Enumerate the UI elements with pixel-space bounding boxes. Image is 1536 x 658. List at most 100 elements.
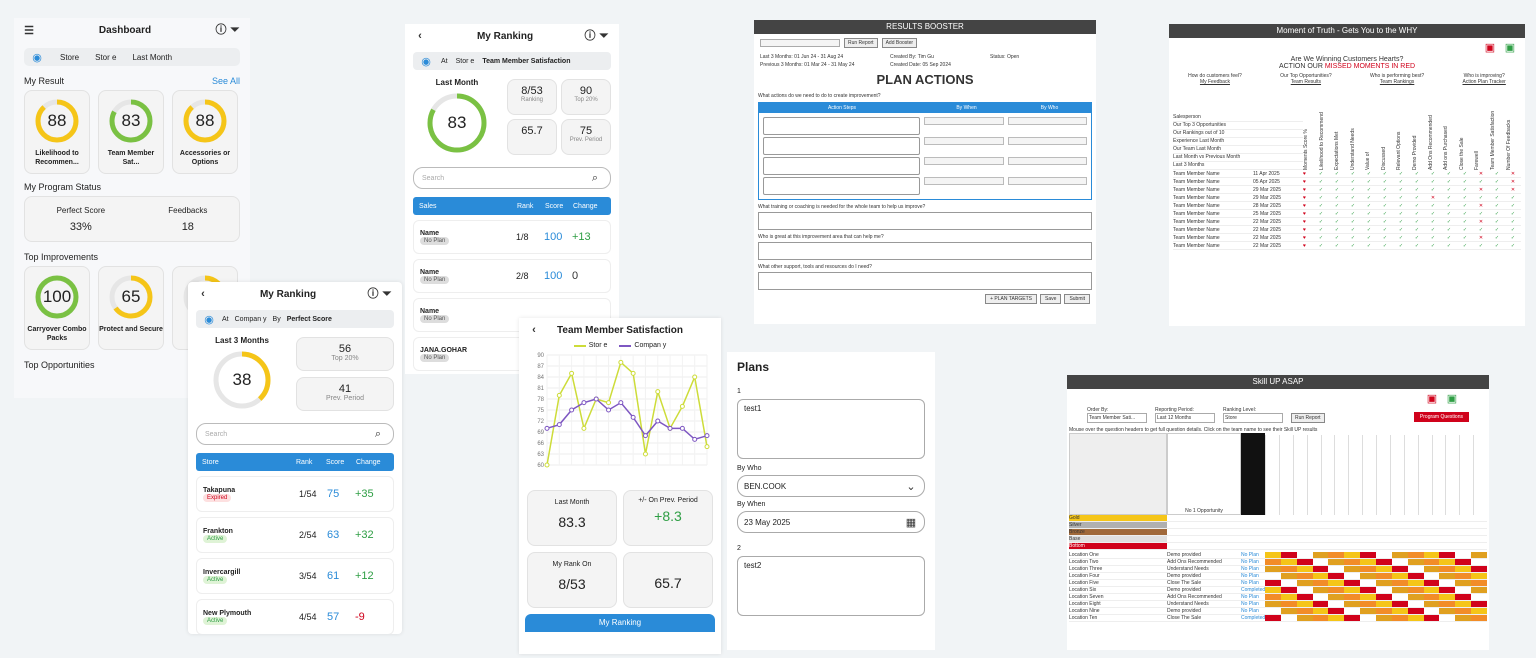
save-button[interactable]: Save xyxy=(1040,294,1062,304)
action-step-input[interactable] xyxy=(763,117,920,135)
member-name[interactable]: Team Member Name xyxy=(1173,234,1220,241)
skill-column-header[interactable] xyxy=(1362,435,1376,515)
location-name[interactable]: Location One xyxy=(1069,552,1099,558)
metric-card[interactable]: 100 Carryover Combo Packs xyxy=(24,266,90,350)
run-report-button[interactable]: Run Report xyxy=(1291,413,1325,423)
location-name[interactable]: Location Five xyxy=(1069,580,1099,586)
by-when-select[interactable] xyxy=(924,157,1004,165)
skill-column-header[interactable] xyxy=(1348,435,1362,515)
excel-icon[interactable]: ▣ xyxy=(1446,392,1458,405)
pdf-icon[interactable]: ▣ xyxy=(1484,41,1496,54)
mot-member-row[interactable]: Team Member Name 29 Mar 2025 ♥ ✓ ✓ ✓ ✓ ✓ ✓ ✓ ✓ ✓ ✓ ✕ ✓… xyxy=(1173,186,1521,194)
member-name[interactable]: Team Member Name xyxy=(1173,178,1220,185)
location-row[interactable]: Location Five Close The Sale No Plan xyxy=(1069,580,1488,587)
skill-column-header[interactable] xyxy=(1445,435,1459,515)
help-icon[interactable]: ⓘ xyxy=(215,24,227,37)
filter-level[interactable]: Store xyxy=(60,52,80,62)
location-row[interactable]: Location Two Add Ons Recommended No Plan xyxy=(1069,559,1488,566)
location-row[interactable]: Location Four Demo provided No Plan xyxy=(1069,573,1488,580)
by-who-select[interactable]: BEN.COOK ⌄ xyxy=(737,475,925,497)
location-name[interactable]: Location Seven xyxy=(1069,594,1104,600)
by-who-select[interactable] xyxy=(1007,137,1087,145)
help-icon[interactable]: ⓘ xyxy=(584,30,596,43)
by-who-select[interactable] xyxy=(1007,117,1087,125)
filter-icon[interactable]: ⏷ xyxy=(599,30,609,43)
plan-text-1[interactable]: test1 xyxy=(737,399,925,459)
mot-column-header[interactable]: Discussed xyxy=(1380,146,1387,170)
location-row[interactable]: Location Three Understand Needs No Plan xyxy=(1069,566,1488,573)
skill-column-header[interactable] xyxy=(1334,435,1348,515)
location-name[interactable]: Location Nine xyxy=(1069,608,1100,614)
search-icon[interactable]: ⌕ xyxy=(591,171,599,184)
col-change[interactable]: Change xyxy=(356,458,381,466)
mot-member-row[interactable]: Team Member Name 29 Mar 2025 ♥ ✓ ✓ ✓ ✓ ✓ ✓ ✓ ✕ ✓ ✓ ✓ ✓… xyxy=(1173,194,1521,202)
help-icon[interactable]: ⓘ xyxy=(367,288,379,301)
location-row[interactable]: Location Six Demo provided Completed xyxy=(1069,587,1488,594)
filter-icon[interactable]: ⏷ xyxy=(382,288,392,301)
mot-member-row[interactable]: Team Member Name 11 Apr 2025 ♥ ✓ ✓ ✓ ✓ ✓ ✓ ✓ ✓ ✓ ✓ ✕ ✓… xyxy=(1173,170,1521,178)
location-row[interactable]: Location Eight Understand Needs No Plan xyxy=(1069,601,1488,608)
mot-column-header[interactable]: Value of xyxy=(1365,152,1372,170)
my-ranking-button[interactable]: My Ranking xyxy=(525,614,715,632)
add-booster-button[interactable]: Add Booster xyxy=(881,38,918,48)
support-input[interactable] xyxy=(758,272,1092,290)
mot-column-header[interactable]: Farewell xyxy=(1474,151,1481,170)
table-row[interactable]: Frankton Active 2/54 63 +32 xyxy=(196,517,394,553)
measure-filter[interactable]: Perfect Score xyxy=(286,315,332,323)
program-questions-button[interactable]: Program Questions xyxy=(1413,412,1469,422)
table-row[interactable]: Invercargill Active 3/54 61 +12 xyxy=(196,558,394,594)
mot-column-header[interactable]: Demo Provided xyxy=(1412,135,1419,170)
metric-card[interactable]: 88 Likelihood to Recommen... xyxy=(24,90,90,174)
table-row[interactable]: New Plymouth Active 4/54 57 -9 xyxy=(196,599,394,634)
filter-store[interactable]: Stor e xyxy=(95,52,117,62)
mot-member-row[interactable]: Team Member Name 05 Apr 2025 ♥ ✓ ✓ ✓ ✓ ✓ ✓ ✓ ✓ ✓ ✓ ✓ ✓… xyxy=(1173,178,1521,186)
action-step-input[interactable] xyxy=(763,157,920,175)
action-step-input[interactable] xyxy=(763,137,920,155)
location-row[interactable]: Location Seven Add Ons Recommended No Plan xyxy=(1069,594,1488,601)
col-score[interactable]: Score xyxy=(326,458,345,466)
filter-bar[interactable]: ◉ Store Stor e Last Month xyxy=(24,48,240,66)
location-name[interactable]: Location Three xyxy=(1069,566,1103,572)
question-link[interactable]: Team Rankings xyxy=(1379,79,1415,85)
mot-member-row[interactable]: Team Member Name 22 Mar 2025 ♥ ✓ ✓ ✓ ✓ ✓ ✓ ✓ ✓ ✓ ✓ ✓ ✓… xyxy=(1173,242,1521,250)
table-row[interactable]: Name No Plan 2/8 100 0 xyxy=(413,259,611,293)
mot-member-row[interactable]: Team Member Name 28 Mar 2025 ♥ ✓ ✓ ✓ ✓ ✓ ✓ ✓ ✓ ✓ ✓ ✕ ✓… xyxy=(1173,202,1521,210)
member-name[interactable]: Team Member Name xyxy=(1173,194,1220,201)
menu-icon[interactable]: ☰ xyxy=(24,24,34,37)
level-select[interactable]: Store xyxy=(1223,413,1283,423)
skill-column-header[interactable] xyxy=(1431,435,1446,515)
skill-column-header[interactable] xyxy=(1292,435,1307,515)
col-store[interactable]: Store xyxy=(202,458,219,466)
col-score[interactable]: Score xyxy=(545,202,564,210)
back-icon[interactable]: ‹ xyxy=(201,288,205,300)
metric-card[interactable]: 83 Team Member Sat... xyxy=(98,90,164,174)
filter-period[interactable]: Last Month xyxy=(132,52,173,62)
skill-column-header[interactable] xyxy=(1306,435,1321,515)
back-icon[interactable]: ‹ xyxy=(532,324,536,336)
calendar-icon[interactable]: ▦ xyxy=(905,516,917,529)
by-when-input[interactable]: 23 May 2025 ▦ xyxy=(737,511,925,533)
skill-column-header[interactable] xyxy=(1473,435,1487,515)
mot-column-header[interactable]: Add ons Purchased xyxy=(1443,126,1450,170)
member-name[interactable]: Team Member Name xyxy=(1173,202,1220,209)
col-sales[interactable]: Sales xyxy=(419,202,437,210)
skill-column-header[interactable] xyxy=(1417,435,1432,515)
location-name[interactable]: Location Two xyxy=(1069,559,1099,565)
measure-filter[interactable]: Team Member Satisfaction xyxy=(482,57,571,65)
helper-input[interactable] xyxy=(758,242,1092,260)
mot-column-header[interactable]: Moments Score % xyxy=(1303,129,1309,170)
by-when-select[interactable] xyxy=(924,137,1004,145)
location-row[interactable]: Location One Demo provided No Plan xyxy=(1069,552,1488,559)
skill-column-header[interactable] xyxy=(1376,435,1390,515)
mot-column-header[interactable]: Understand Needs xyxy=(1349,128,1356,170)
mot-column-header[interactable]: Relevant Options xyxy=(1396,131,1403,170)
submit-button[interactable]: Submit xyxy=(1064,294,1090,304)
skill-column-header[interactable] xyxy=(1389,435,1404,515)
mot-member-row[interactable]: Team Member Name 25 Mar 2025 ♥ ✓ ✓ ✓ ✓ ✓ ✓ ✓ ✓ ✓ ✓ ✓ ✓… xyxy=(1173,210,1521,218)
member-name[interactable]: Team Member Name xyxy=(1173,242,1220,249)
excel-icon[interactable]: ▣ xyxy=(1504,41,1516,54)
location-name[interactable]: Location Ten xyxy=(1069,615,1098,621)
mot-member-row[interactable]: Team Member Name 22 Mar 2025 ♥ ✓ ✓ ✓ ✓ ✓ ✓ ✓ ✓ ✓ ✓ ✕ ✓… xyxy=(1173,234,1521,242)
skill-column-header[interactable] xyxy=(1320,435,1335,515)
ranking-filter-bar[interactable]: ◉ At Stor e Team Member Satisfaction xyxy=(413,52,611,70)
